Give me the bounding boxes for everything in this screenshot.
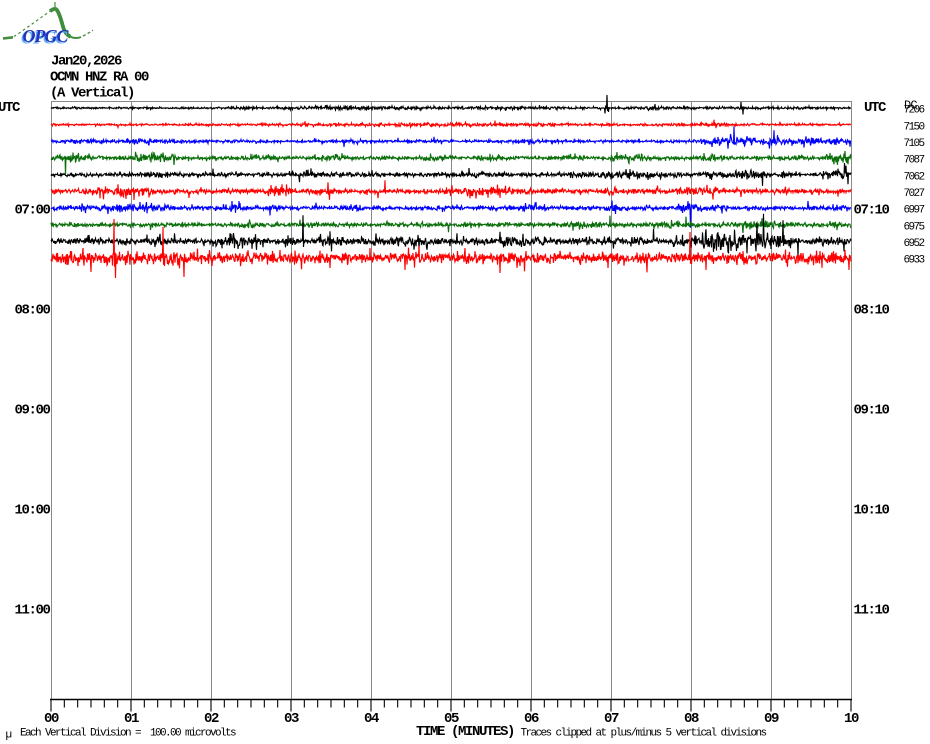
svg-text:7027: 7027 xyxy=(904,188,925,200)
svg-text:10:00: 10:00 xyxy=(14,503,50,519)
svg-text:04: 04 xyxy=(364,711,379,727)
svg-text:07:10: 07:10 xyxy=(854,203,890,219)
svg-text:TIME (MINUTES): TIME (MINUTES) xyxy=(416,724,514,740)
svg-text:03: 03 xyxy=(284,711,299,727)
svg-text:7150: 7150 xyxy=(904,121,925,133)
svg-text:OPGC: OPGC xyxy=(21,28,68,48)
svg-text:7062: 7062 xyxy=(904,171,925,183)
svg-text:Traces clipped at plus/minus 5: Traces clipped at plus/minus 5 vertical … xyxy=(521,728,767,740)
svg-text:Each Vertical Division = 100.: Each Vertical Division = 100.00 microvol… xyxy=(20,728,236,740)
svg-text:6933: 6933 xyxy=(904,255,925,267)
svg-text:02: 02 xyxy=(204,711,219,727)
svg-text:Jan20,2026: Jan20,2026 xyxy=(51,54,122,70)
svg-text:08:00: 08:00 xyxy=(14,303,50,319)
svg-text:OPGC: OPGC xyxy=(23,26,70,46)
svg-text:07:00: 07:00 xyxy=(14,203,50,219)
svg-text:6997: 6997 xyxy=(904,205,925,217)
svg-text:OCMN HNZ RA 00: OCMN HNZ RA 00 xyxy=(50,70,149,86)
svg-text:05: 05 xyxy=(444,711,459,727)
svg-text:09:10: 09:10 xyxy=(854,403,890,419)
svg-text:7087: 7087 xyxy=(904,155,925,167)
svg-text:7105: 7105 xyxy=(904,138,925,150)
svg-text:09:00: 09:00 xyxy=(14,403,50,419)
svg-text:11:10: 11:10 xyxy=(854,603,890,619)
svg-text:11:00: 11:00 xyxy=(14,603,50,619)
svg-text:06: 06 xyxy=(524,711,539,727)
svg-text:6975: 6975 xyxy=(904,221,925,233)
svg-text:UTC: UTC xyxy=(864,100,887,116)
svg-text:08: 08 xyxy=(684,711,699,727)
svg-text:DC: DC xyxy=(904,99,917,113)
svg-text:01: 01 xyxy=(124,711,139,727)
svg-text:08:10: 08:10 xyxy=(854,303,890,319)
svg-text:(A Vertical): (A Vertical) xyxy=(50,86,134,102)
svg-text:10:10: 10:10 xyxy=(854,503,890,519)
svg-text:00: 00 xyxy=(44,711,59,727)
svg-text:UTC: UTC xyxy=(0,100,21,116)
svg-text:7206: 7206 xyxy=(904,105,925,117)
svg-text:09: 09 xyxy=(764,711,779,727)
svg-text:10: 10 xyxy=(844,711,859,727)
svg-text:µ: µ xyxy=(6,730,13,742)
svg-text:6952: 6952 xyxy=(904,238,925,250)
svg-text:07: 07 xyxy=(604,711,619,727)
